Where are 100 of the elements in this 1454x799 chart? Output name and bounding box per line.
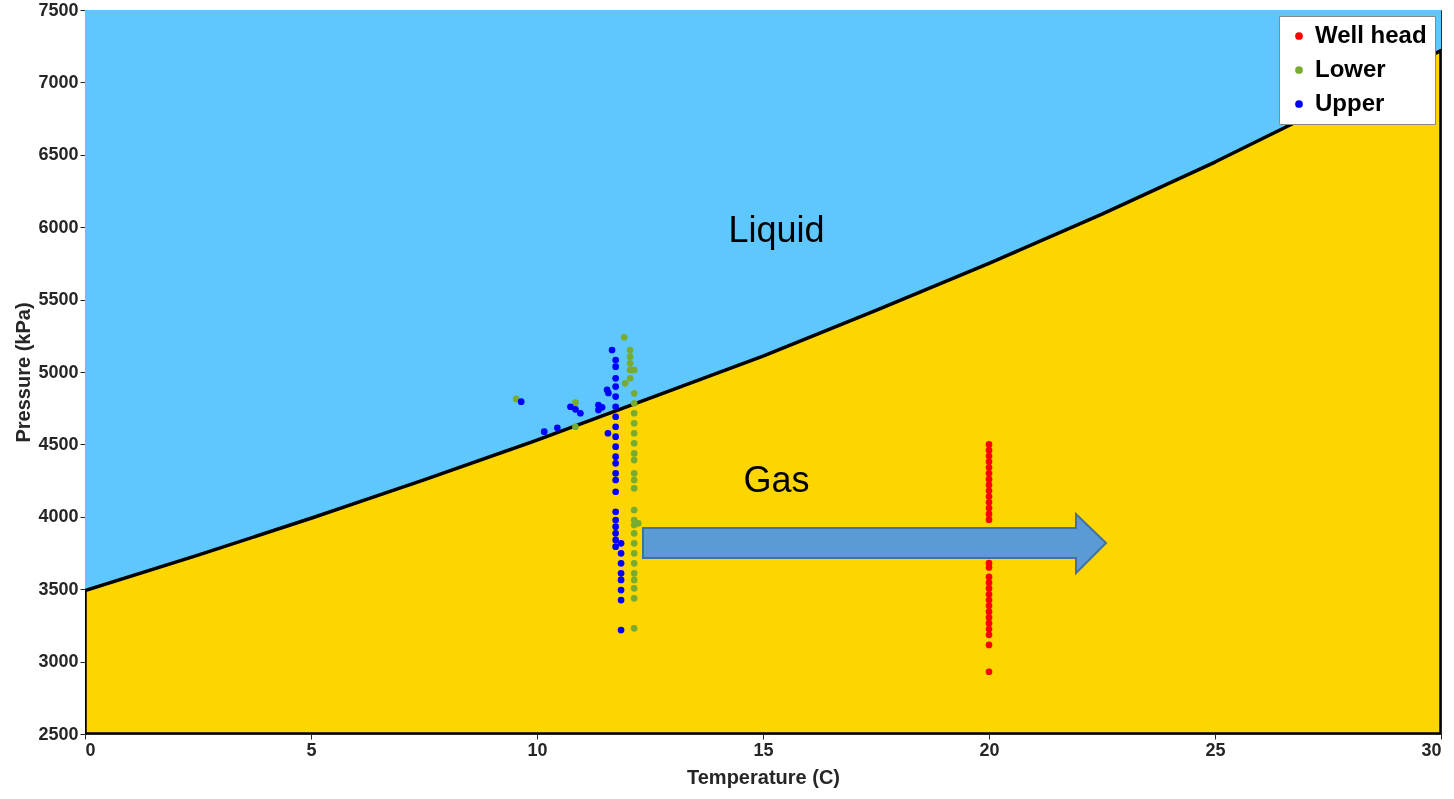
- y-tick-label: 7000: [38, 71, 79, 92]
- point: [572, 399, 579, 407]
- x-tick-label: 20: [979, 739, 1000, 760]
- point: [630, 419, 638, 427]
- point: [612, 443, 619, 451]
- y-tick-label: 3500: [38, 578, 79, 599]
- point: [572, 423, 579, 431]
- point: [617, 586, 625, 594]
- point: [630, 470, 638, 477]
- y-tick-label: 6500: [38, 144, 79, 165]
- point: [612, 413, 619, 421]
- point: [577, 409, 584, 417]
- point: [604, 429, 612, 437]
- point: [985, 510, 993, 518]
- point: [612, 423, 619, 431]
- y-tick-label: 3000: [38, 651, 79, 672]
- point: [612, 516, 619, 524]
- point: [630, 559, 638, 567]
- point: [612, 476, 619, 484]
- point: [985, 668, 993, 676]
- point: [612, 433, 619, 441]
- y-tick-label: 5000: [38, 361, 79, 382]
- point: [595, 406, 602, 414]
- point: [617, 596, 625, 604]
- point: [985, 596, 993, 604]
- point: [626, 359, 634, 367]
- point: [630, 594, 638, 602]
- point: [985, 481, 993, 489]
- point: [985, 579, 993, 587]
- point: [630, 429, 638, 437]
- point: [985, 573, 993, 581]
- point: [620, 333, 628, 341]
- point: [612, 363, 619, 370]
- point: [985, 452, 993, 460]
- x-tick-label: 0: [85, 739, 96, 760]
- point: [630, 576, 638, 584]
- point: [630, 389, 638, 397]
- point: [985, 619, 993, 627]
- point: [612, 529, 619, 537]
- point: [608, 346, 616, 354]
- point: [630, 584, 638, 592]
- point: [612, 543, 619, 550]
- y-tick-label: 2500: [38, 723, 79, 744]
- point: [630, 409, 638, 417]
- point: [985, 614, 993, 621]
- point: [985, 504, 993, 512]
- point: [630, 399, 638, 407]
- point: [612, 393, 619, 400]
- point: [612, 460, 619, 467]
- y-tick-label: 4000: [38, 506, 79, 527]
- point: [985, 458, 993, 466]
- point: [617, 549, 625, 557]
- point: [985, 585, 993, 592]
- point: [617, 569, 625, 577]
- point: [572, 406, 579, 413]
- point: [617, 559, 625, 567]
- point: [985, 631, 993, 639]
- annotation: Liquid: [728, 208, 825, 250]
- legend-label: Lower: [1315, 55, 1386, 82]
- point: [630, 476, 638, 484]
- point: [985, 498, 993, 506]
- point: [985, 446, 993, 454]
- point: [612, 523, 619, 530]
- x-tick-label: 15: [753, 739, 774, 760]
- x-tick-label: 25: [1205, 739, 1226, 760]
- point: [612, 470, 619, 477]
- x-tick-label: 5: [306, 739, 317, 760]
- point: [985, 625, 993, 633]
- point: [612, 375, 619, 382]
- legend-label: Upper: [1315, 89, 1385, 116]
- point: [985, 441, 993, 448]
- point: [985, 608, 993, 615]
- point: [540, 428, 548, 435]
- point: [985, 590, 993, 598]
- annotation: Gas: [743, 458, 810, 500]
- point: [617, 576, 625, 584]
- point: [630, 439, 638, 447]
- point: [612, 488, 619, 496]
- point: [630, 456, 638, 464]
- point: [985, 641, 993, 649]
- point: [630, 624, 638, 632]
- point: [630, 450, 638, 457]
- point: [630, 484, 638, 492]
- point: [985, 464, 993, 471]
- y-axis-title: Pressure (kPa): [12, 302, 35, 443]
- point: [612, 383, 619, 390]
- x-tick-label: 30: [1421, 739, 1442, 760]
- point: [630, 539, 638, 547]
- point: [612, 453, 619, 461]
- x-tick-label: 10: [527, 739, 548, 760]
- point: [985, 475, 993, 483]
- point: [612, 403, 619, 411]
- point: [626, 346, 634, 354]
- y-tick-label: 6000: [38, 216, 79, 237]
- point: [626, 353, 634, 360]
- point: [985, 487, 993, 495]
- point: [612, 536, 619, 544]
- y-tick-label: 5500: [38, 289, 79, 310]
- point: [612, 508, 619, 516]
- legend-label: Well head: [1315, 21, 1427, 48]
